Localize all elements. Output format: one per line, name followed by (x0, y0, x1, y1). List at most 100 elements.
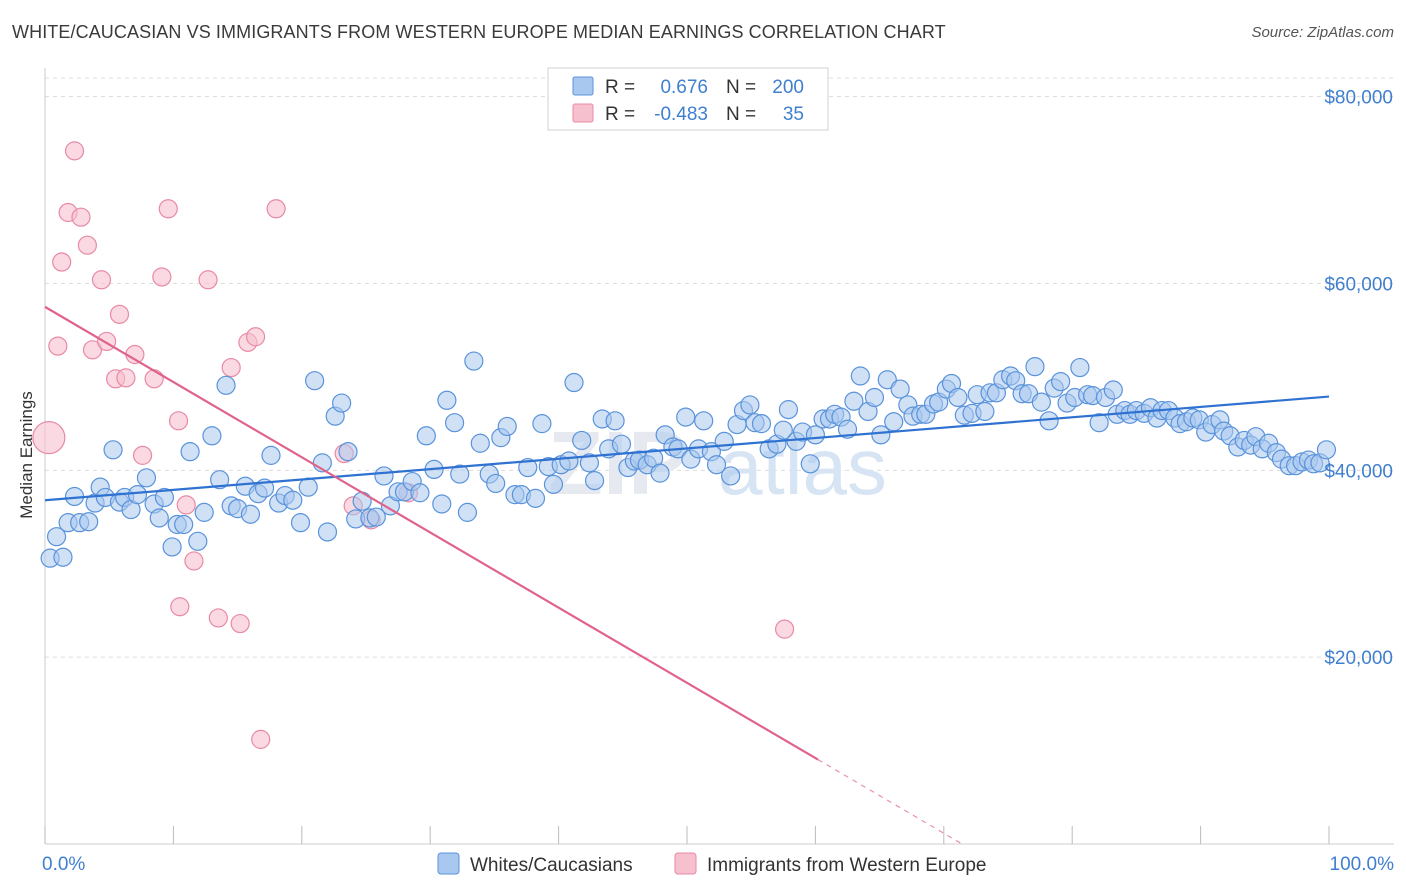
pink-point (82, 340, 103, 360)
blue-point (127, 485, 148, 505)
blue-point (740, 395, 760, 415)
blue-point (844, 391, 864, 411)
blue-point (850, 366, 870, 386)
blue-point (154, 487, 175, 508)
blue-point (486, 473, 506, 494)
blue-point (470, 433, 490, 453)
pink-point (152, 267, 172, 287)
blue-point (290, 513, 311, 533)
blue-point (800, 454, 820, 474)
pink-point (91, 270, 112, 290)
stats-legend-frame (547, 67, 829, 131)
blue-point (975, 401, 995, 422)
blue-point (53, 547, 73, 567)
pink-point (132, 445, 153, 465)
pink-point (170, 597, 190, 617)
blue-point (837, 419, 858, 439)
stats-r-value-pink: -0.483 (654, 104, 708, 125)
blue-point (676, 407, 696, 427)
pink-point (208, 608, 228, 628)
pink-point (52, 252, 72, 272)
stats-swatch-pink (572, 103, 594, 123)
pink-point (774, 619, 795, 639)
blue-point (188, 531, 208, 551)
pink-point (168, 411, 189, 431)
blue-point (778, 400, 799, 420)
blue-point (1070, 357, 1090, 378)
blue-point (611, 434, 632, 454)
pink-point (221, 357, 241, 378)
pink-point (48, 336, 68, 356)
blue-point (650, 463, 670, 483)
legend-swatch-whites (437, 852, 460, 875)
blue-point (1316, 440, 1337, 460)
blue-point (46, 527, 67, 547)
stats-n-label-blue: N = (726, 77, 756, 98)
stats-r-value-blue: 0.676 (660, 77, 708, 98)
blue-point (564, 372, 584, 393)
chart-title: WHITE/CAUCASIAN VS IMMIGRANTS FROM WESTE… (12, 22, 946, 42)
blue-point (890, 379, 910, 399)
grid-lines (45, 77, 1394, 658)
blue-point (240, 504, 261, 524)
blue-point (497, 416, 517, 437)
blue-points-series (40, 351, 1337, 568)
blue-point (948, 387, 968, 408)
trend-lines (44, 305, 1330, 845)
blue-point (1025, 357, 1045, 377)
blue-point (180, 442, 200, 462)
pink-point (198, 270, 218, 290)
blue-point (714, 431, 734, 451)
pink-point (125, 344, 145, 365)
pink-point (251, 729, 271, 749)
stats-legend: R = 0.676 N = 200 R = -0.483 N = 35 (547, 67, 829, 131)
pink-point (266, 199, 286, 219)
blue-point (366, 507, 386, 527)
blue-point (352, 491, 372, 511)
blue-point (751, 414, 772, 434)
pink-point (144, 369, 164, 389)
pink-point (158, 199, 178, 219)
blue-point (864, 387, 885, 408)
legend-swatch-immigrants (674, 852, 697, 875)
blue-point (194, 502, 214, 522)
blue-point (437, 390, 457, 410)
y-tick-label: $80,000 (1324, 88, 1393, 109)
axes (44, 68, 1394, 845)
blue-point (525, 488, 546, 508)
blue-point (694, 411, 714, 431)
y-tick-label: $60,000 (1324, 275, 1393, 296)
blue-point (518, 457, 538, 478)
pink-point (245, 327, 266, 347)
blue-point (605, 411, 625, 431)
blue-point (579, 453, 600, 473)
blue-point (305, 371, 325, 391)
blue-point (149, 508, 169, 528)
blue-point (1039, 411, 1059, 431)
legend-label-immigrants: Immigrants from Western Europe (707, 855, 986, 876)
blue-point (464, 351, 484, 371)
blue-point (162, 537, 182, 557)
legend-label-whites: Whites/Caucasians (470, 855, 633, 876)
blue-point (457, 502, 478, 522)
blue-point (202, 426, 222, 446)
blue-point (103, 440, 123, 460)
blue-point (1051, 371, 1071, 392)
blue-point (79, 512, 99, 532)
blue-point (532, 414, 552, 434)
x-tick-label-start: 0.0% (42, 854, 85, 875)
blue-point (871, 425, 891, 445)
blue-point (877, 370, 897, 390)
pink-point (71, 207, 91, 227)
blue-point (1031, 392, 1051, 412)
blue-point (338, 442, 358, 462)
pink-point (77, 235, 97, 255)
blue-point (450, 464, 470, 484)
pink-point (64, 141, 85, 161)
stats-r-label-pink: R = (605, 104, 635, 125)
y-axis-label: Median Earnings (17, 391, 36, 519)
bottom-legend: Whites/Caucasians Immigrants from Wester… (437, 852, 986, 876)
blue-point (174, 514, 194, 535)
y-tick-label: $40,000 (1324, 461, 1393, 482)
